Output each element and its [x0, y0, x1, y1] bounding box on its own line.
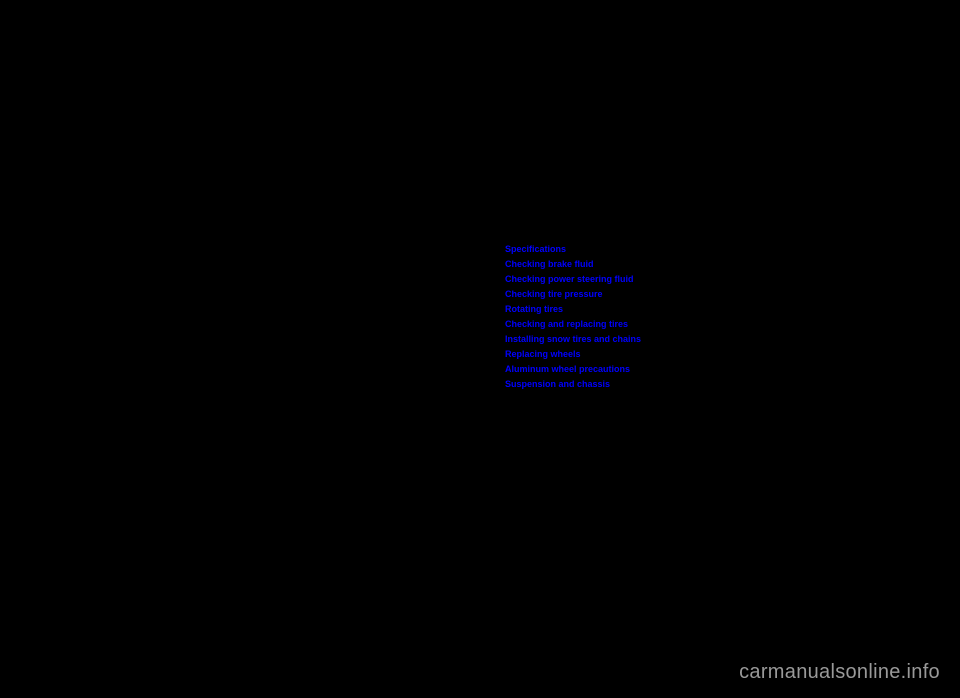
link-specifications[interactable]: Specifications	[505, 242, 641, 257]
link-replacing-wheels[interactable]: Replacing wheels	[505, 347, 641, 362]
link-suspension-chassis[interactable]: Suspension and chassis	[505, 377, 641, 392]
link-checking-replacing-tires[interactable]: Checking and replacing tires	[505, 317, 641, 332]
watermark-text: carmanualsonline.info	[739, 661, 940, 684]
link-rotating-tires[interactable]: Rotating tires	[505, 302, 641, 317]
link-checking-power-steering-fluid[interactable]: Checking power steering fluid	[505, 272, 641, 287]
links-list: Specifications Checking brake fluid Chec…	[505, 242, 641, 392]
link-checking-brake-fluid[interactable]: Checking brake fluid	[505, 257, 641, 272]
link-installing-snow-tires-chains[interactable]: Installing snow tires and chains	[505, 332, 641, 347]
link-aluminum-wheel-precautions[interactable]: Aluminum wheel precautions	[505, 362, 641, 377]
link-checking-tire-pressure[interactable]: Checking tire pressure	[505, 287, 641, 302]
